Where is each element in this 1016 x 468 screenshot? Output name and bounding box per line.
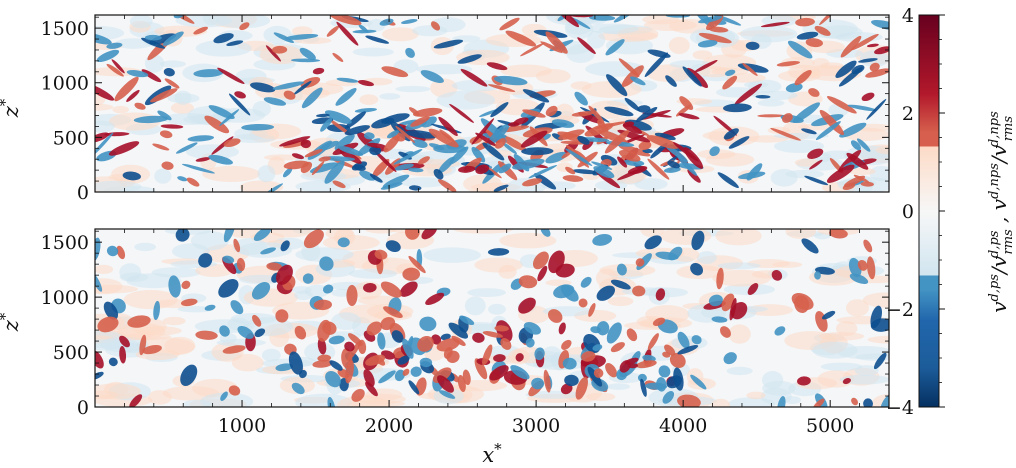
x-tick-label: 4000 bbox=[659, 415, 707, 437]
colorbar-tick-label: −4 bbox=[886, 397, 914, 419]
y-tick-label: 1000 bbox=[41, 73, 89, 95]
panel-top-frame bbox=[94, 14, 890, 193]
y-tick-label: 1000 bbox=[41, 287, 89, 309]
axis-tick-labels: 0 500 1000 1500 0 500 1000 1500 1000 2000 3000 4000… bbox=[41, 18, 855, 437]
panel-bottom-frame bbox=[94, 228, 890, 408]
colorbar-tick-label: 4 bbox=[902, 5, 914, 27]
y-tick-label: 0 bbox=[77, 397, 89, 419]
y-tick-label: 500 bbox=[53, 342, 89, 364]
x-axis-label: x* bbox=[482, 440, 502, 467]
y-tick-label: 500 bbox=[53, 127, 89, 149]
colorbar-label: vd,ps/vd,psrms , vd,nps/vd,npsrms bbox=[987, 111, 1016, 313]
y-tick-label: 0 bbox=[77, 182, 89, 204]
colorbar-tick-label: 2 bbox=[902, 103, 914, 125]
y-axis-label-top: z* bbox=[0, 98, 23, 118]
y-tick-label: 1500 bbox=[41, 18, 89, 40]
heatmap-bottom bbox=[95, 229, 889, 407]
colorbar-tick-label: −2 bbox=[886, 299, 914, 321]
y-tick-label: 1500 bbox=[41, 232, 89, 254]
x-tick-label: 1000 bbox=[218, 415, 266, 437]
colorbar-tick-label: 0 bbox=[902, 201, 914, 223]
x-tick-label: 5000 bbox=[806, 415, 854, 437]
colorbar bbox=[918, 14, 940, 408]
x-tick-label: 3000 bbox=[512, 415, 560, 437]
axis-ticks bbox=[95, 15, 890, 408]
y-axis-label-bottom: z* bbox=[0, 312, 23, 332]
heatmap-top bbox=[95, 15, 889, 192]
colorbar-ticks: −4 −2 0 2 4 bbox=[886, 5, 945, 419]
x-tick-label: 2000 bbox=[365, 415, 413, 437]
